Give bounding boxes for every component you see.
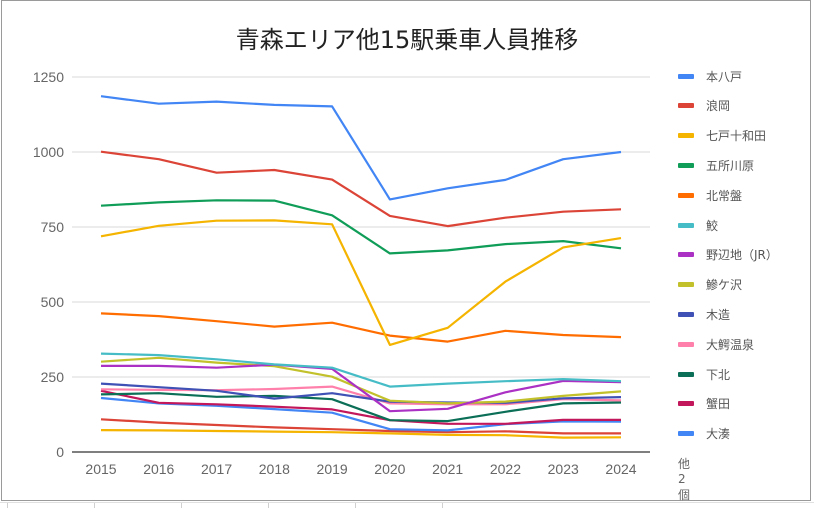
legend-item[interactable]: 鰺ケ沢 bbox=[678, 275, 742, 295]
legend-label: 大鰐温泉 bbox=[706, 337, 755, 352]
legend-item[interactable]: 大鰐温泉 bbox=[678, 334, 754, 354]
legend-label: 浪岡 bbox=[706, 99, 731, 114]
y-tick-label: 250 bbox=[41, 369, 65, 385]
legend-item[interactable]: 木造 bbox=[678, 304, 730, 324]
legend-item[interactable]: 北常盤 bbox=[678, 185, 742, 205]
chart-title: 青森エリア他15駅乗車人員推移 bbox=[235, 26, 579, 54]
legend-swatch bbox=[678, 341, 694, 347]
x-tick-label: 2019 bbox=[317, 461, 348, 477]
x-tick-label: 2021 bbox=[432, 461, 463, 477]
legend-item[interactable]: 五所川原 bbox=[678, 155, 754, 175]
legend-swatch bbox=[678, 162, 694, 168]
legend-item[interactable]: 下北 bbox=[678, 364, 730, 384]
x-tick-label: 2024 bbox=[605, 461, 636, 477]
legend-swatch bbox=[678, 431, 694, 437]
legend-swatch bbox=[678, 222, 694, 228]
legend-label: 下北 bbox=[706, 367, 731, 382]
chart-frame bbox=[1, 0, 811, 501]
legend-item[interactable]: 本八戸 bbox=[678, 66, 742, 86]
y-tick-label: 0 bbox=[56, 444, 64, 460]
legend-item[interactable]: 大湊 bbox=[678, 424, 730, 444]
legend-swatch bbox=[678, 133, 694, 139]
legend-item[interactable]: 野辺地（JR） bbox=[678, 245, 778, 265]
series-line-鮫[interactable] bbox=[100, 352, 622, 388]
y-axis-ticks: 0 250 500 750 1000 1250 bbox=[33, 69, 64, 460]
legend-swatch bbox=[678, 282, 694, 288]
series-line-木造[interactable] bbox=[100, 382, 622, 404]
x-tick-label: 2015 bbox=[85, 461, 116, 477]
legend-label: 五所川原 bbox=[706, 158, 755, 173]
legend-label: 木造 bbox=[706, 307, 731, 322]
series-line-hidden[interactable] bbox=[100, 418, 621, 435]
legend-item[interactable]: 七戸十和田 bbox=[678, 126, 766, 146]
legend-more-link[interactable]: 他 2 個 bbox=[678, 457, 691, 503]
legend-label: 北常盤 bbox=[706, 188, 743, 203]
legend-label: 野辺地（JR） bbox=[706, 248, 778, 263]
x-tick-label: 2020 bbox=[374, 461, 405, 477]
legend-item[interactable]: 蟹田 bbox=[678, 394, 730, 414]
spreadsheet-gridlines bbox=[0, 502, 814, 521]
legend-swatch bbox=[678, 73, 694, 79]
legend-swatch bbox=[678, 192, 694, 198]
series-line-本八戸[interactable] bbox=[100, 95, 622, 201]
legend-label: 本八戸 bbox=[706, 69, 743, 84]
legend-swatch bbox=[678, 401, 694, 407]
legend-label: 大湊 bbox=[706, 427, 731, 442]
x-tick-label: 2022 bbox=[490, 461, 521, 477]
legend-swatch bbox=[678, 252, 694, 258]
series-line-蟹田[interactable] bbox=[100, 389, 621, 425]
legend-item[interactable]: 浪岡 bbox=[678, 96, 730, 116]
y-tick-label: 1000 bbox=[33, 144, 64, 160]
series-line-五所川原[interactable] bbox=[100, 199, 622, 255]
series-line-hidden[interactable] bbox=[100, 429, 622, 439]
x-axis-ticks: 2015 2016 2017 2018 2019 2020 2021 2022 2023 2024 bbox=[85, 461, 636, 477]
legend-swatch bbox=[678, 103, 694, 109]
series-line-下北[interactable] bbox=[100, 392, 622, 423]
legend-swatch bbox=[678, 311, 694, 317]
legend-label: 鰺ケ沢 bbox=[706, 278, 743, 293]
series-line-浪岡[interactable] bbox=[100, 150, 622, 228]
y-tick-label: 500 bbox=[41, 294, 65, 310]
series-line-七戸十和田[interactable] bbox=[100, 219, 622, 346]
series-line-北常盤[interactable] bbox=[100, 312, 622, 343]
series-lines bbox=[100, 95, 622, 439]
x-tick-label: 2023 bbox=[548, 461, 579, 477]
legend-label: 鮫 bbox=[706, 218, 719, 233]
y-tick-label: 750 bbox=[41, 219, 65, 235]
x-tick-label: 2018 bbox=[259, 461, 290, 477]
legend-label: 蟹田 bbox=[706, 397, 731, 412]
legend-item[interactable]: 鮫 bbox=[678, 215, 718, 235]
series-line-野辺地（JR）[interactable] bbox=[101, 363, 622, 413]
x-tick-label: 2016 bbox=[143, 461, 174, 477]
x-tick-label: 2017 bbox=[201, 461, 232, 477]
legend-swatch bbox=[678, 371, 694, 377]
y-tick-label: 1250 bbox=[33, 69, 64, 85]
legend-label: 七戸十和田 bbox=[706, 129, 767, 144]
